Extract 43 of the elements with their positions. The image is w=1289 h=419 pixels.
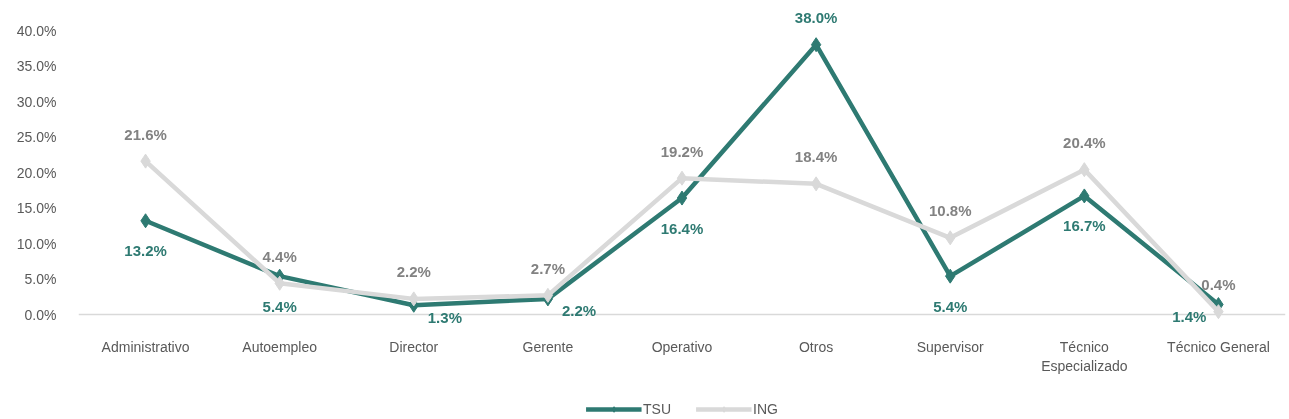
x-tick-label: Administrativo	[101, 338, 190, 355]
y-tick-label: 15.0%	[16, 200, 57, 216]
data-label: 20.4%	[1063, 134, 1106, 152]
data-label: 2.2%	[396, 263, 431, 281]
point	[810, 37, 822, 53]
y-tick-label: 10.0%	[16, 235, 57, 252]
x-tick-label: Operativo	[651, 338, 713, 355]
data-label: 10.8%	[928, 202, 972, 220]
legend-label: ING	[753, 401, 778, 417]
point	[676, 170, 688, 186]
data-label: 1.4%	[1172, 308, 1207, 326]
x-tick-label: Supervisor	[916, 338, 985, 355]
x-tick-label: Autoempleo	[242, 338, 318, 355]
data-label: 1.3%	[427, 308, 462, 326]
data-label: 18.4%	[794, 148, 838, 166]
x-tick-label: Gerente	[522, 338, 574, 355]
data-label: 19.2%	[660, 142, 704, 160]
x-tick-label: Otros	[799, 338, 834, 355]
data-label: 4.4%	[262, 247, 297, 265]
data-label: 38.0%	[794, 9, 838, 27]
data-label: 5.4%	[933, 297, 968, 315]
point	[676, 190, 688, 206]
point	[542, 287, 554, 303]
data-label: 5.4%	[262, 297, 297, 315]
data-label: 2.7%	[530, 259, 565, 277]
y-tick-label: 20.0%	[16, 164, 57, 181]
y-tick-label: 5.0%	[24, 271, 57, 287]
data-label: 2.2%	[561, 302, 597, 320]
data-label: 13.2%	[124, 242, 167, 260]
y-tick-label: 25.0%	[16, 129, 57, 145]
data-label: 21.6%	[124, 125, 167, 143]
legend-label: TSU	[643, 401, 672, 417]
x-tick-label: Director	[389, 338, 439, 355]
data-label: 16.4%	[660, 219, 704, 237]
y-tick-label: 35.0%	[16, 58, 57, 74]
data-label: 16.7%	[1063, 217, 1106, 235]
y-tick-label: 30.0%	[16, 93, 57, 110]
point	[810, 176, 822, 192]
x-tick-label: Técnico General	[1167, 338, 1270, 355]
data-label: 0.4%	[1201, 276, 1236, 294]
x-tick-label: Técnico Especializado	[1041, 338, 1128, 374]
y-tick-label: 40.0%	[16, 22, 57, 39]
y-tick-label: 0.0%	[24, 306, 57, 323]
